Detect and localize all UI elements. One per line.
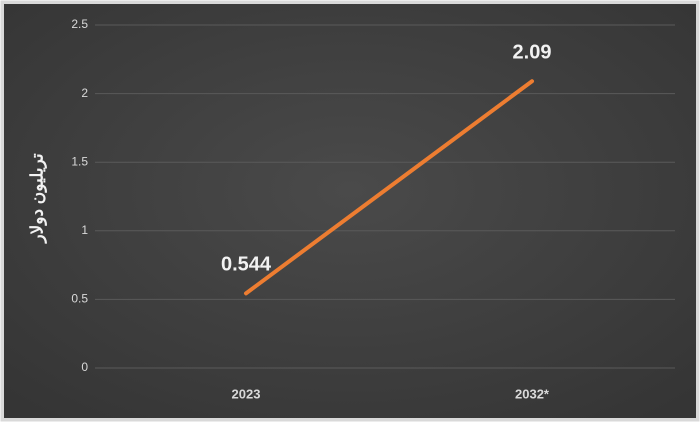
data-line <box>244 79 534 296</box>
x-tick-label: 2032* <box>515 386 550 401</box>
y-tick-label: 0.5 <box>71 292 88 306</box>
y-tick-label: 2.5 <box>71 17 88 31</box>
y-tick-label: 2 <box>81 86 88 100</box>
chart-background <box>4 4 696 418</box>
y-tick-label: 1 <box>81 223 88 237</box>
data-label: 0.544 <box>221 254 272 276</box>
y-axis-title: تريليون دولار <box>27 153 47 245</box>
x-tick-label: 2023 <box>232 386 261 401</box>
y-tick-label: 0 <box>81 360 88 374</box>
y-tick-label: 1.5 <box>71 154 88 168</box>
data-label: 2.09 <box>513 42 552 64</box>
